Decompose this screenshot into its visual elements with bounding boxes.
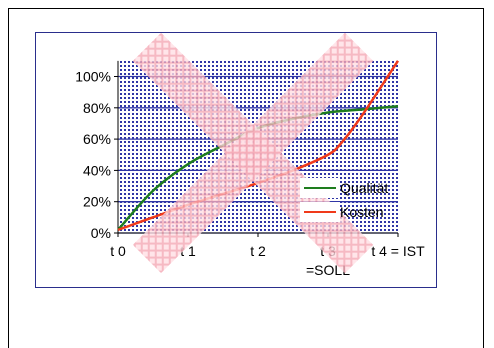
y-tick-label: 80%: [83, 100, 111, 116]
y-tick-label: 0%: [91, 225, 111, 241]
y-tick-label: 20%: [83, 194, 111, 210]
x-tick-label: t 0: [110, 243, 126, 259]
y-tick-label: 40%: [83, 162, 111, 178]
x-tick-label: t 2: [250, 243, 266, 259]
y-tick-label: 60%: [83, 131, 111, 147]
slide-frame: [8, 8, 484, 348]
legend-label: Kosten: [340, 204, 384, 220]
legend-label: Qualität: [340, 180, 388, 196]
x-tick-label: t 4 = IST: [371, 243, 425, 259]
y-tick-label: 100%: [75, 69, 111, 85]
cross-overlay-band: [132, 33, 374, 274]
